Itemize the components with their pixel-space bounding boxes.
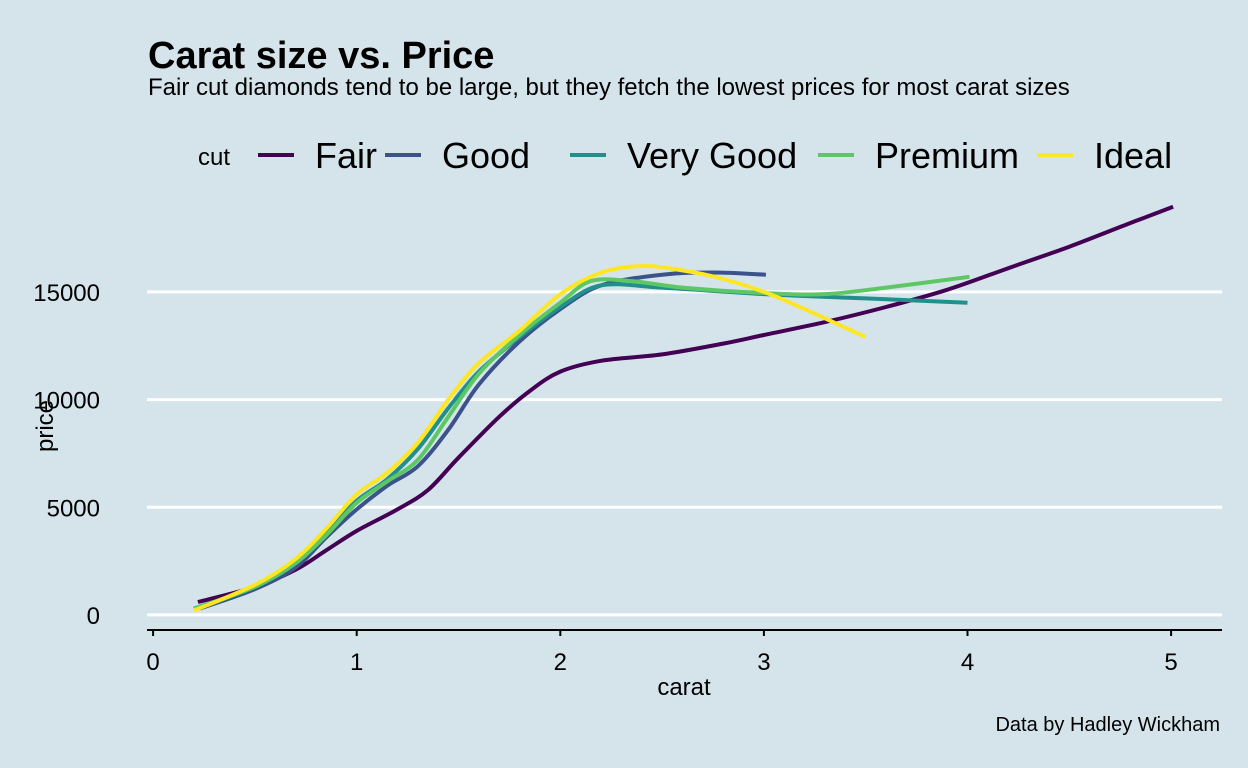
series-line-premium <box>193 274 970 611</box>
series-line-good <box>199 270 766 611</box>
legend: cut Fair Good Very Good Premium Ideal <box>198 135 1172 176</box>
series-lines <box>193 204 1174 613</box>
y-axis-title: price <box>32 400 59 452</box>
x-tick-label: 0 <box>146 649 159 676</box>
x-tick-label: 5 <box>1164 649 1177 676</box>
legend-label-fair: Fair <box>315 135 377 176</box>
legend-label-ideal: Ideal <box>1094 135 1172 176</box>
caption: Data by Hadley Wickham <box>995 714 1220 736</box>
grid-lines <box>147 290 1222 617</box>
x-tick-label: 2 <box>554 649 567 676</box>
x-tick-label: 3 <box>757 649 770 676</box>
y-tick-label: 15000 <box>33 280 100 307</box>
series-line-ideal <box>193 264 867 613</box>
y-tick-label: 5000 <box>47 495 100 522</box>
legend-label-good: Good <box>442 135 530 176</box>
x-tick-label: 4 <box>961 649 974 676</box>
legend-label-very-good: Very Good <box>627 135 797 176</box>
series-line-fair <box>197 204 1174 604</box>
x-tick-label: 1 <box>350 649 363 676</box>
y-axis-ticks: 0 5000 10000 15000 <box>33 280 100 630</box>
y-tick-label: 0 <box>87 603 100 630</box>
legend-title: cut <box>198 144 230 171</box>
y-tick-label: 10000 <box>33 388 100 415</box>
chart-subtitle: Fair cut diamonds tend to be large, but … <box>148 74 1070 101</box>
x-axis-title: carat <box>657 674 711 701</box>
legend-label-premium: Premium <box>875 135 1019 176</box>
chart-title: Carat size vs. Price <box>148 35 494 77</box>
x-axis: 0 1 2 3 4 5 <box>146 629 1222 676</box>
